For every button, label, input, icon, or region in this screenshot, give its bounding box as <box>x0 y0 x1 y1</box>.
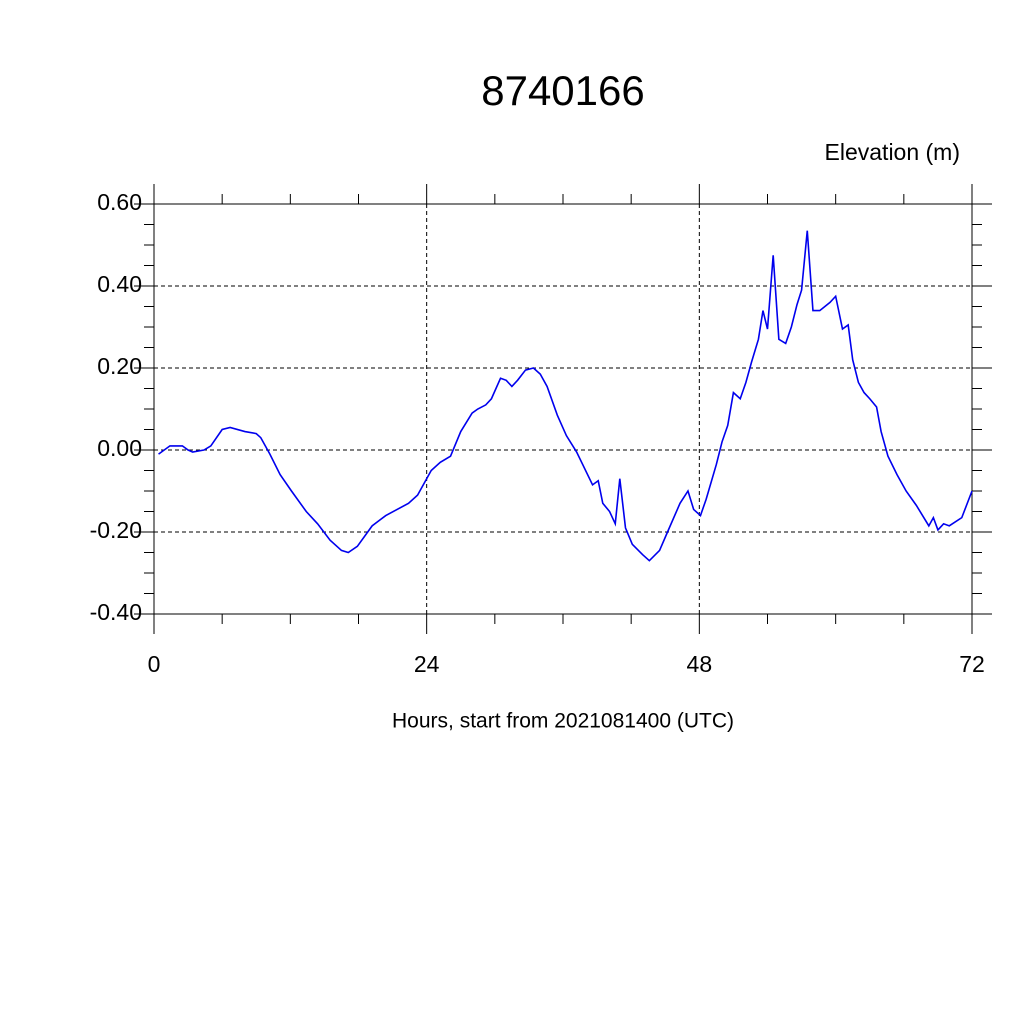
x-tick-label: 72 <box>959 651 985 677</box>
x-tick-label: 24 <box>414 651 440 677</box>
y-tick-label: -0.20 <box>90 517 142 543</box>
chart-title: 8740166 <box>481 67 645 114</box>
y-tick-label: 0.00 <box>97 435 142 461</box>
y-tick-label: 0.20 <box>97 353 142 379</box>
y-axis-label: Elevation (m) <box>825 139 960 165</box>
y-tick-label: 0.40 <box>97 271 142 297</box>
x-tick-label: 48 <box>687 651 713 677</box>
x-axis-label: Hours, start from 2021081400 (UTC) <box>392 710 734 733</box>
x-tick-label: 0 <box>148 651 161 677</box>
plot-frame <box>153 203 973 615</box>
y-tick-label: 0.60 <box>97 189 142 215</box>
data-line <box>158 230 973 562</box>
y-tick-label: -0.40 <box>90 599 142 625</box>
